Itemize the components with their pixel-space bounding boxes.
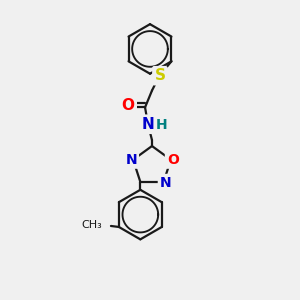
Text: N: N <box>142 117 154 132</box>
Text: N: N <box>125 153 137 167</box>
Text: S: S <box>154 68 165 83</box>
Text: H: H <box>156 118 168 132</box>
Text: CH₃: CH₃ <box>81 220 102 230</box>
Text: O: O <box>167 153 179 167</box>
Text: N: N <box>160 176 171 190</box>
Text: O: O <box>122 98 135 113</box>
